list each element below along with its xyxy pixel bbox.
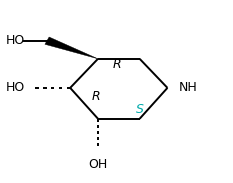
Polygon shape (45, 37, 98, 59)
Text: OH: OH (88, 158, 108, 171)
Text: HO: HO (5, 81, 24, 94)
Text: R: R (91, 90, 100, 103)
Text: HO: HO (5, 34, 24, 47)
Text: S: S (136, 103, 144, 116)
Text: NH: NH (179, 81, 198, 94)
Text: R: R (112, 58, 121, 71)
